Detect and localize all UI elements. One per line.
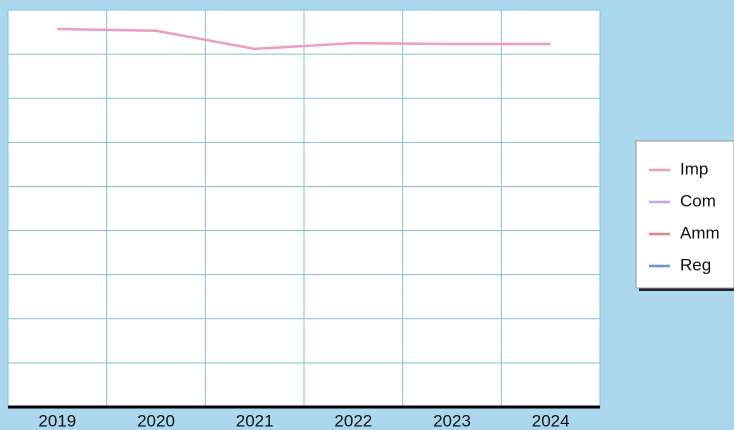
x-tick-label: 2019 <box>38 411 76 430</box>
x-tick-label: 2021 <box>236 411 274 430</box>
legend-box <box>635 140 734 289</box>
legend-label: Amm <box>680 223 720 242</box>
legend-label: Reg <box>680 255 711 274</box>
x-tick-label: 2020 <box>137 411 175 430</box>
series-line <box>57 27 551 51</box>
x-tick-label: 2022 <box>334 411 372 430</box>
x-tick-label: 2023 <box>433 411 471 430</box>
legend-label: Com <box>680 191 716 210</box>
legend-label: Imp <box>680 159 708 178</box>
x-tick-label: 2024 <box>532 411 570 430</box>
